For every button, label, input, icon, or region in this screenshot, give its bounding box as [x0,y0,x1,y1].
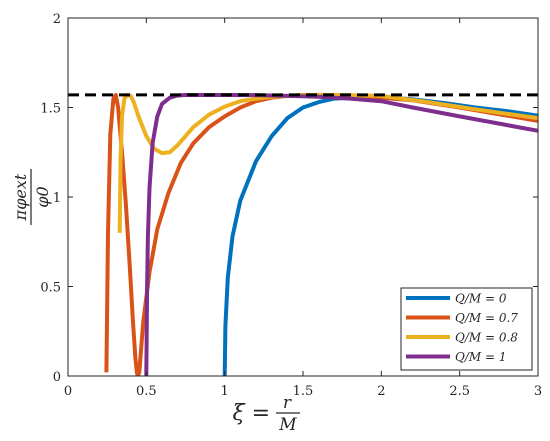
x-axis-title-numerator: r [283,393,292,413]
x-tick-label: 3 [534,384,542,399]
x-tick-label: 2.5 [449,384,470,399]
legend-label-2: Q/M = 0.8 [455,331,518,345]
x-tick-label: 0 [64,384,72,399]
legend: Q/M = 0 Q/M = 0.7 Q/M = 0.8 Q/M = 1 [400,287,533,371]
x-tick-label: 1 [221,384,229,399]
x-tick-label: 1.5 [293,384,314,399]
x-tick-label: 0.5 [136,384,157,399]
legend-label-1: Q/M = 0.7 [455,311,518,325]
tick-layer: 0 0.5 1 1.5 2 2.5 3 0 0.5 1 1.5 2 [40,12,542,399]
y-tick-label: 1 [53,191,61,206]
x-tick-label: 2 [377,384,385,399]
y-axis-title-numerator: πφext [11,173,30,221]
y-axis-title: πφext φ0 [11,169,52,225]
legend-label-0: Q/M = 0 [455,292,507,306]
y-tick-label: 1.5 [40,102,61,117]
x-axis-title-denominator: M [278,415,297,435]
legend-label-3: Q/M = 1 [455,350,507,364]
x-axis-title-lhs: ξ = [232,401,270,426]
y-tick-label: 0.5 [40,281,61,296]
y-tick-label: 0 [53,370,61,385]
y-axis-title-denominator: φ0 [33,186,52,207]
x-axis-title: ξ = r M [232,393,300,435]
y-tick-label: 2 [53,12,61,27]
